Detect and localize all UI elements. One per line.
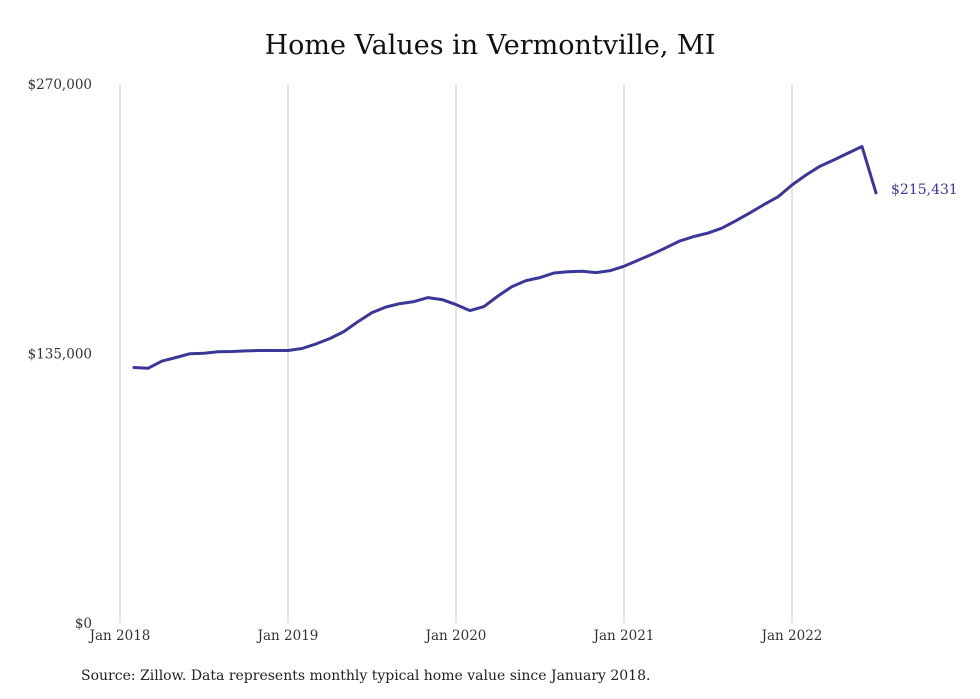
- x-tick-label: Jan 2018: [88, 628, 151, 644]
- series-layer: $215,431: [132, 145, 958, 370]
- y-tick-label: $135,000: [28, 347, 92, 363]
- chart-title: Home Values in Vermontville, MI: [264, 30, 716, 61]
- x-axis-ticks: Jan 2018 Jan 2019 Jan 2020 Jan 2021 Jan 2022: [88, 628, 823, 644]
- x-tick-label: Jan 2020: [424, 628, 487, 644]
- x-tick-label: Jan 2019: [256, 628, 319, 644]
- x-tick-label: Jan 2022: [760, 628, 823, 644]
- source-note: Source: Zillow. Data represents monthly …: [81, 668, 651, 684]
- y-tick-label: $270,000: [28, 77, 92, 93]
- grid-lines: [119, 84, 793, 623]
- end-value-label: $215,431: [891, 182, 958, 198]
- x-tick-label: Jan 2021: [592, 628, 655, 644]
- y-axis-ticks: $270,000 $135,000 $0: [28, 77, 92, 632]
- y-tick-label: $0: [75, 616, 92, 632]
- series-line: [132, 145, 878, 370]
